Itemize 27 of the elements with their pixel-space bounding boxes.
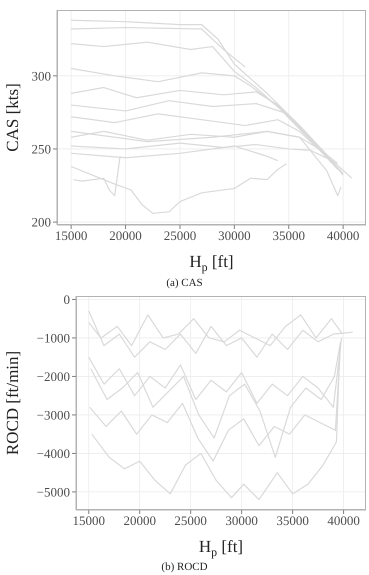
- x-tick-label: 15000: [72, 513, 105, 528]
- x-axis-title: H$_{p}$ [ft]: [189, 252, 234, 274]
- y-tick-label: −1000: [36, 330, 70, 346]
- x-tick-label: 25000: [164, 228, 196, 244]
- x-tick-label: 30000: [225, 513, 258, 528]
- y-tick-label: −4000: [36, 446, 70, 462]
- x-tick-label: 40000: [327, 513, 360, 528]
- text: (a) CAS: [165, 276, 204, 291]
- x-tick-label: 35000: [276, 513, 309, 528]
- x-tick-label: 35000: [272, 228, 305, 244]
- x-tick-label: 20000: [123, 513, 156, 528]
- x-tick-label: 15000: [54, 228, 88, 244]
- x-tick-label: 25000: [174, 513, 207, 528]
- text: (b) ROCD: [160, 560, 209, 575]
- x-tick-label: 40000: [326, 228, 360, 244]
- y-tick-label: −5000: [36, 484, 70, 500]
- y-tick-label: −3000: [36, 408, 70, 423]
- y-tick-label: 250: [32, 142, 51, 157]
- x-tick-label: 30000: [218, 228, 251, 244]
- y-axis-title: ROCD [ft/min]: [2, 350, 22, 456]
- x-tick-label: 20000: [109, 228, 142, 244]
- y-tick-label: 0: [64, 292, 70, 308]
- y-tick-label: 200: [32, 214, 51, 230]
- y-axis-title: CAS [kts]: [2, 83, 22, 152]
- y-tick-label: −2000: [36, 369, 70, 384]
- x-axis-title: H$_{p}$ [ft]: [198, 537, 244, 559]
- y-tick-label: 300: [32, 68, 51, 84]
